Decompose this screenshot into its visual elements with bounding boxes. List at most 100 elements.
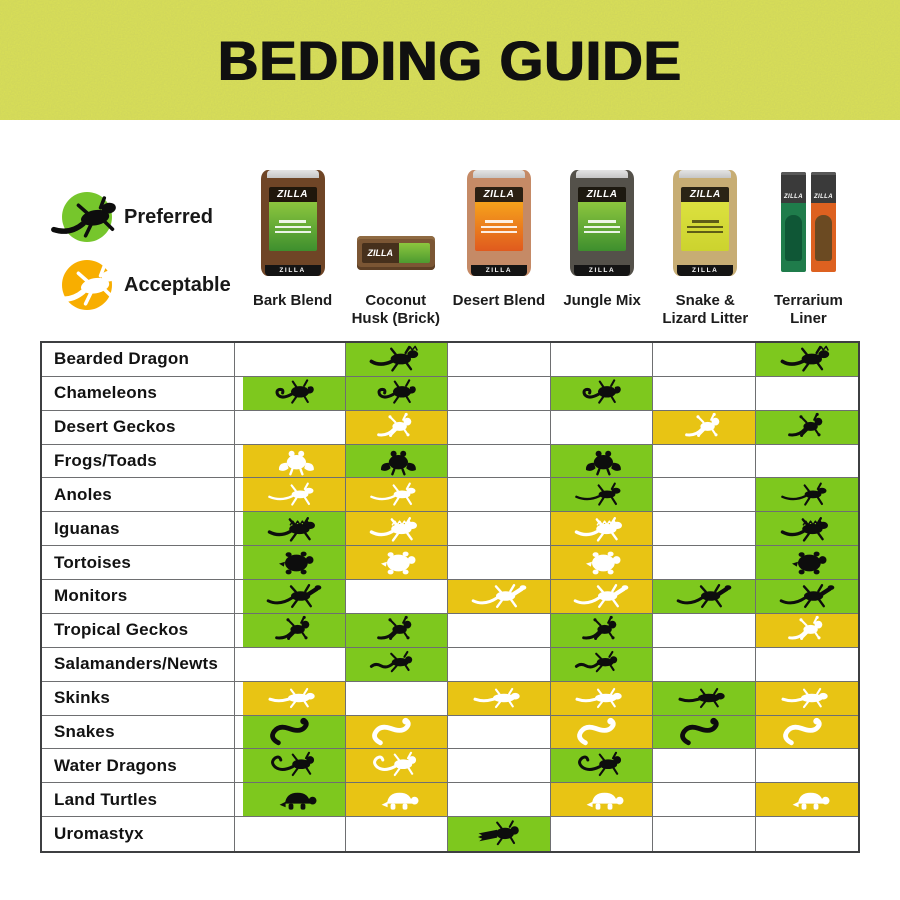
turtle-icon: [557, 785, 645, 815]
frog-icon: [352, 446, 440, 476]
cell-chameleons-bark-blend: [243, 376, 346, 411]
banner-texture: [0, 0, 900, 120]
product-slot-snake-lizard-litter: ZILLA ZILLA: [654, 158, 757, 278]
bag-label: ZILLA: [578, 187, 627, 251]
cell-uromastyx-coconut-husk-brick: [346, 817, 448, 851]
bedding-matrix-table: Bearded Dragon Chameleons Desert Geckos Fro…: [40, 341, 860, 853]
product-snake-lizard-litter-image: ZILLA ZILLA: [673, 170, 738, 276]
iguana-icon: [352, 514, 440, 544]
turtle-icon: [250, 785, 338, 815]
snake-icon: [660, 717, 748, 747]
cell-desert-geckos-coconut-husk-brick: [345, 410, 448, 445]
cell-water-dragons-desert-blend: [448, 749, 551, 784]
cell-monitors-coconut-husk-brick: [345, 580, 448, 614]
bag-label: ZILLA: [268, 187, 317, 251]
legend-preferred-label: Preferred: [124, 205, 213, 228]
bag-seal: [266, 170, 319, 178]
product-slot-coconut-husk-brick: ZILLA: [344, 158, 447, 278]
monitor-icon: [557, 581, 645, 611]
snake-icon: [763, 717, 851, 747]
cell-desert-geckos-bark-blend: [243, 410, 346, 445]
cell-monitors-snake-lizard-litter: [653, 580, 756, 614]
cell-salamanders-newts-desert-blend: [448, 647, 551, 682]
cell-water-dragons-bark-blend: [243, 749, 346, 784]
cell-salamanders-newts-snake-lizard-litter: [653, 647, 756, 682]
cell-uromastyx-bark-blend: [243, 817, 346, 851]
cell-frogs-toads-jungle-mix: [550, 444, 653, 479]
row-label-tortoises: Tortoises: [42, 546, 235, 581]
row-label-skinks: Skinks: [42, 681, 235, 716]
grid-gap: [235, 614, 243, 648]
header-banner: BEDDING GUIDE: [0, 0, 900, 120]
water-dragon-icon: [557, 751, 645, 781]
anole-icon: [352, 480, 440, 510]
row-label-land-turtles: Land Turtles: [42, 783, 235, 818]
skink-icon: [557, 683, 645, 713]
anole-icon: [557, 480, 645, 510]
row-label-salamanders-newts: Salamanders/Newts: [42, 647, 235, 682]
brand-logo: ZILLA: [681, 187, 730, 202]
cell-tortoises-snake-lizard-litter: [653, 546, 756, 581]
cell-chameleons-jungle-mix: [550, 376, 653, 411]
brand-logo: ZILLA: [264, 265, 321, 276]
cell-tropical-geckos-desert-blend: [448, 613, 551, 648]
grid-gap: [235, 682, 243, 716]
cell-iguanas-snake-lizard-litter: [653, 512, 756, 547]
product-terrarium-liner-image: ZILLA ZILLA: [780, 172, 836, 272]
cell-iguanas-jungle-mix: [550, 512, 653, 547]
cell-monitors-bark-blend: [243, 580, 346, 614]
cell-skinks-snake-lizard-litter: [653, 681, 756, 716]
page-title: BEDDING GUIDE: [217, 28, 683, 92]
product-images-row: ZILLA ZILLA ZILLA ZILLA ZILLA ZILLA: [241, 158, 860, 278]
bag-seal: [679, 170, 732, 178]
product-slot-bark-blend: ZILLA ZILLA: [241, 158, 344, 278]
salamander-icon: [352, 649, 440, 679]
cell-land-turtles-coconut-husk-brick: [345, 783, 448, 818]
grid-gap: [235, 478, 243, 513]
tortoise-icon: [250, 548, 338, 578]
cell-uromastyx-terrarium-liner: [756, 817, 859, 851]
row-label-anoles: Anoles: [42, 478, 235, 513]
snake-icon: [557, 717, 645, 747]
grid-gap: [235, 648, 243, 682]
cell-land-turtles-terrarium-liner: [755, 783, 858, 818]
cell-snakes-terrarium-liner: [755, 715, 858, 750]
product-slot-terrarium-liner: ZILLA ZILLA: [757, 158, 860, 278]
cell-tropical-geckos-coconut-husk-brick: [345, 613, 448, 648]
bearded-dragon-icon: [763, 344, 851, 374]
cell-anoles-desert-blend: [448, 478, 551, 513]
water-dragon-icon: [352, 751, 440, 781]
label-panel: [268, 202, 317, 251]
cell-frogs-toads-coconut-husk-brick: [345, 444, 448, 479]
brand-logo: ZILLA: [474, 187, 523, 202]
brand-logo: ZILLA: [470, 265, 527, 276]
cell-monitors-jungle-mix: [550, 580, 653, 614]
cell-anoles-snake-lizard-litter: [653, 478, 756, 513]
bag-label: ZILLA: [681, 187, 730, 251]
turtle-icon: [352, 785, 440, 815]
frog-icon: [557, 446, 645, 476]
cell-uromastyx-jungle-mix: [551, 817, 653, 851]
grid-gap: [235, 377, 243, 411]
cell-uromastyx-snake-lizard-litter: [653, 817, 756, 851]
cell-bearded-dragon-jungle-mix: [550, 343, 653, 377]
preferred-lizard-icon: [51, 192, 116, 242]
cell-bearded-dragon-snake-lizard-litter: [653, 343, 756, 377]
brand-logo: ZILLA: [361, 243, 399, 263]
uromastyx-icon: [455, 819, 543, 849]
skink-icon: [660, 683, 748, 713]
cell-land-turtles-desert-blend: [448, 783, 551, 818]
column-header-coconut-husk-brick: Coconut Husk (Brick): [351, 292, 440, 327]
cell-snakes-jungle-mix: [550, 715, 653, 750]
cell-snakes-bark-blend: [243, 715, 346, 750]
cell-skinks-desert-blend: [448, 681, 551, 716]
cell-chameleons-terrarium-liner: [755, 377, 858, 411]
cell-frogs-toads-snake-lizard-litter: [653, 444, 756, 479]
cell-frogs-toads-desert-blend: [448, 444, 551, 479]
row-label-monitors: Monitors: [42, 580, 235, 614]
snake-icon: [352, 717, 440, 747]
monitor-icon: [763, 581, 851, 611]
column-header-snake-lizard-litter: Snake & Lizard Litter: [662, 292, 749, 327]
row-label-water-dragons: Water Dragons: [42, 749, 235, 784]
